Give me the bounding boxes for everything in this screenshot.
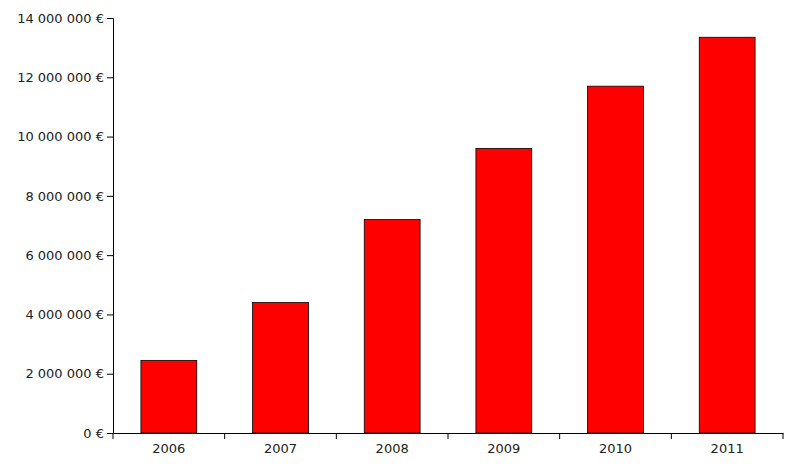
y-tick-mark (107, 433, 113, 434)
bar (588, 86, 644, 433)
y-tick-label: 12 000 000 € (17, 70, 104, 85)
y-axis: 0 € 2 000 000 € 4 000 000 € 6 000 000 € 8 00… (17, 11, 113, 441)
y-tick-mark (107, 137, 113, 138)
y-tick-label: 4 000 000 € (25, 307, 104, 322)
y-tick: 12 000 000 € (17, 70, 113, 85)
category-separator (336, 433, 337, 439)
bar (253, 303, 309, 433)
x-tick-label: 2007 (264, 441, 297, 456)
y-tick-mark (107, 77, 113, 78)
y-tick-mark (107, 255, 113, 256)
y-tick-label: 2 000 000 € (25, 366, 104, 381)
x-tick: 2011 (711, 433, 744, 456)
x-tick-label: 2011 (711, 441, 744, 456)
bars (141, 37, 755, 433)
y-tick: 6 000 000 € (25, 248, 113, 263)
y-tick: 10 000 000 € (17, 129, 113, 144)
y-axis-line (107, 19, 114, 434)
y-tick-mark (107, 374, 113, 375)
y-tick-mark (107, 196, 113, 197)
x-tick: 2007 (264, 433, 297, 456)
y-tick: 2 000 000 € (25, 366, 113, 381)
x-tick: 2009 (487, 433, 520, 456)
category-separator (783, 433, 784, 439)
x-axis: 2006 2007 2008 2009 2010 2011 (113, 433, 784, 456)
y-tick-label: 14 000 000 € (17, 11, 104, 26)
y-tick: 14 000 000 € (17, 11, 113, 26)
x-tick-label: 2009 (487, 441, 520, 456)
x-tick-label: 2006 (152, 441, 185, 456)
x-tick: 2008 (376, 433, 409, 456)
y-tick: 8 000 000 € (25, 189, 113, 204)
plot-area: 0 € 2 000 000 € 4 000 000 € 6 000 000 € 8 00… (17, 11, 783, 456)
bar (476, 148, 532, 433)
category-separator (113, 433, 114, 439)
x-tick-label: 2010 (599, 441, 632, 456)
category-separator (559, 433, 560, 439)
x-tick: 2010 (599, 433, 632, 456)
chart-container: 0 € 2 000 000 € 4 000 000 € 6 000 000 € 8 00… (0, 0, 800, 468)
y-tick-mark (107, 314, 113, 315)
y-tick: 4 000 000 € (25, 307, 113, 322)
y-tick-mark (107, 18, 113, 19)
x-tick-label: 2008 (376, 441, 409, 456)
y-tick-label: 10 000 000 € (17, 129, 104, 144)
category-separator (224, 433, 225, 439)
bar (364, 220, 420, 433)
category-separator (671, 433, 672, 439)
y-tick-label: 0 € (83, 426, 104, 441)
category-separator (448, 433, 449, 439)
y-tick-label: 8 000 000 € (25, 189, 104, 204)
y-tick-label: 6 000 000 € (25, 248, 104, 263)
bar (141, 360, 197, 433)
y-tick: 0 € (83, 426, 113, 441)
x-tick: 2006 (152, 433, 185, 456)
bar (699, 37, 755, 433)
chart-svg: 0 € 2 000 000 € 4 000 000 € 6 000 000 € 8 00… (0, 0, 800, 468)
category-separators (113, 433, 783, 439)
